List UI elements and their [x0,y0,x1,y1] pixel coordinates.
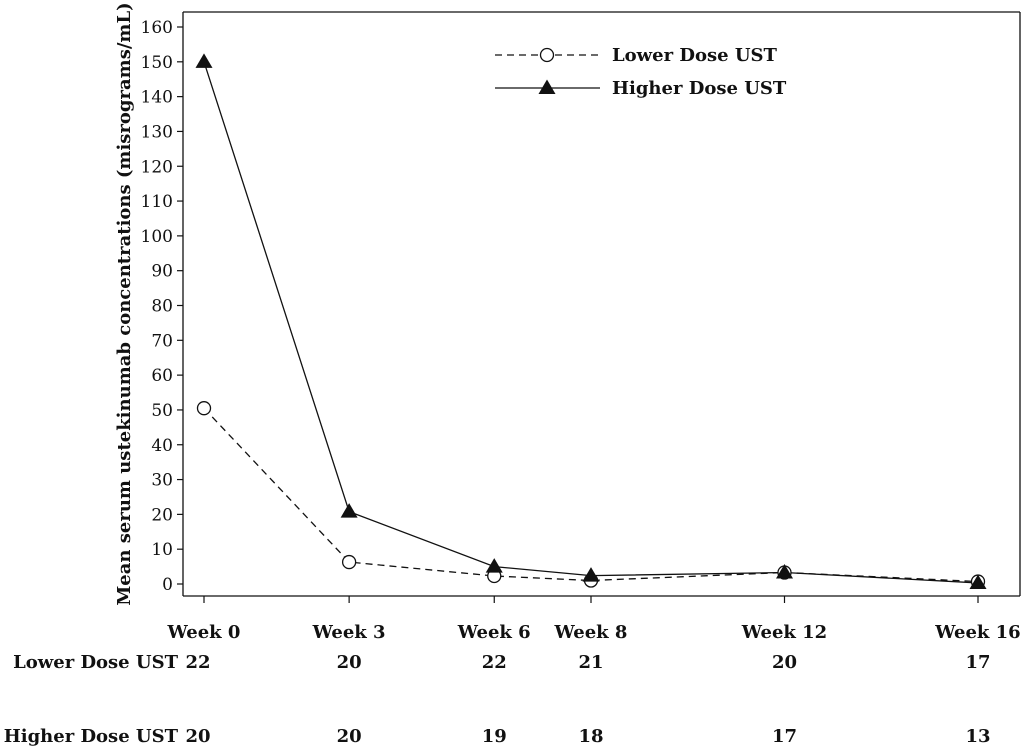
risk-count-higher-dose: 13 [965,726,990,747]
series-line-higher-dose [203,61,979,584]
y-tick-label: 150 [141,53,173,73]
legend: Lower Dose UST Higher Dose UST [495,45,787,99]
legend-marker-lower-dose [539,47,555,63]
risk-count-higher-dose: 17 [772,726,797,747]
series-layer [195,53,987,589]
y-axis-label: Mean serum ustekinumab concentrations (m… [114,2,135,605]
y-tick-label: 60 [151,366,173,386]
x-tick-label: Week 8 [554,622,628,643]
y-tick-label: 140 [141,88,173,108]
risk-count-lower-dose: 21 [578,652,603,673]
y-tick-label: 0 [162,575,173,595]
series-line-lower-dose [203,407,979,583]
y-ticks: 0 10 20 30 40 50 60 70 80 90 100 110 120 130 140 150 160 [141,18,183,595]
y-tick-label: 80 [151,297,173,317]
y-tick-label: 20 [151,505,173,525]
y-tick-label: 30 [151,471,173,491]
data-point-higher-dose [582,567,600,582]
y-tick-label: 10 [151,540,173,560]
number-at-risk-table: Lower Dose UST Higher Dose UST 22 20 22 21 2… [4,652,991,747]
risk-count-lower-dose: 20 [772,652,797,673]
x-tick-label: Week 16 [934,622,1020,643]
risk-row-label-lower-dose: Lower Dose UST [13,652,179,673]
axes [182,11,1021,597]
x-tick-label: Week 3 [312,622,386,643]
data-point-higher-dose [776,564,793,579]
risk-count-higher-dose: 20 [337,726,362,747]
risk-count-lower-dose: 20 [337,652,362,673]
y-tick-label: 70 [151,331,173,351]
x-tick-label: Week 0 [167,622,241,643]
x-tick-label: Week 6 [457,622,531,643]
y-tick-label: 40 [151,436,173,456]
y-tick-label: 160 [141,18,173,38]
legend-label-lower-dose: Lower Dose UST [612,45,778,66]
risk-count-lower-dose: 22 [482,652,507,673]
y-tick-label: 90 [151,262,173,282]
data-point-lower-dose [341,554,357,570]
x-tick-label: Week 12 [741,622,827,643]
risk-count-lower-dose: 17 [965,652,990,673]
risk-count-higher-dose: 19 [482,726,507,747]
risk-count-lower-dose: 22 [185,652,210,673]
legend-item-higher-dose: Higher Dose UST [495,78,787,99]
risk-count-higher-dose: 18 [578,726,603,747]
legend-marker-higher-dose [538,79,556,94]
legend-item-lower-dose: Lower Dose UST [495,45,778,66]
data-point-lower-dose [196,401,212,416]
y-tick-label: 110 [141,192,173,212]
risk-row-label-higher-dose: Higher Dose UST [4,726,179,747]
x-ticks: Week 0 Week 3 Week 6 Week 8 Week 12 Week 16 [167,596,1021,643]
y-tick-label: 120 [141,157,173,177]
data-point-higher-dose [485,558,503,573]
data-point-higher-dose [195,53,213,68]
y-tick-label: 130 [141,122,173,142]
data-point-higher-dose [969,574,987,589]
y-tick-label: 50 [151,401,173,421]
risk-count-higher-dose: 20 [185,726,210,747]
y-tick-label: 100 [141,227,173,247]
data-point-higher-dose [340,503,358,518]
risk-counts: 22 20 22 21 20 17 20 20 19 18 17 13 [185,652,990,747]
legend-label-higher-dose: Higher Dose UST [612,78,787,99]
